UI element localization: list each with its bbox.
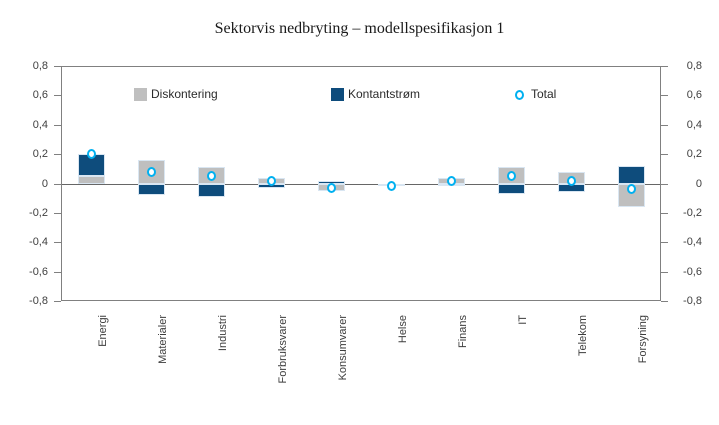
x-category-label: Materialer	[157, 315, 169, 364]
x-category-label: Forbruksvarer	[277, 315, 289, 384]
bar-kontantstrm	[617, 165, 645, 184]
y-tick-label-left: 0,4	[32, 118, 48, 131]
plot-area: Diskontering Kontantstrøm Total	[61, 66, 661, 301]
total-marker	[266, 175, 276, 186]
y-tick-label-right: 0,4	[686, 118, 702, 131]
legend-total-circle-icon	[515, 90, 524, 100]
y-tick-label-left: -0,8	[29, 295, 48, 307]
x-category-label: Industri	[217, 315, 229, 352]
y-tick-mark-left	[54, 95, 61, 97]
total-marker	[506, 171, 516, 182]
legend-swatch-kontantstrm	[331, 88, 344, 101]
total-marker	[446, 175, 456, 186]
y-tick-mark-right	[661, 183, 668, 185]
total-marker	[206, 171, 216, 182]
legend-label: Kontantstrøm	[348, 87, 421, 101]
y-tick-label-left: 0	[41, 177, 48, 190]
y-tick-mark-right	[661, 301, 668, 302]
y-tick-mark-right	[661, 124, 668, 126]
y-tick-label-right: -0,4	[683, 236, 702, 249]
total-marker	[146, 166, 156, 177]
y-tick-label-left: 0,8	[32, 60, 48, 72]
y-tick-label-right: -0,2	[683, 206, 702, 219]
x-category-label: Energi	[97, 315, 109, 347]
y-tick-label-right: 0,6	[686, 89, 702, 102]
y-tick-mark-left	[54, 301, 61, 302]
y-tick-label-left: 0,2	[32, 148, 48, 161]
y-tick-label-left: -0,4	[29, 236, 48, 249]
y-tick-mark-left	[54, 242, 61, 244]
x-category-label: Helse	[397, 315, 409, 344]
total-marker	[86, 149, 96, 160]
y-tick-mark-right	[661, 95, 668, 97]
legend-swatch-diskontering	[134, 88, 147, 101]
x-category-label: IT	[517, 315, 529, 325]
y-tick-mark-right	[661, 242, 668, 244]
bar-kontantstrm	[197, 183, 225, 197]
y-tick-label-right: -0,6	[683, 265, 702, 278]
bar-kontantstrm	[137, 183, 165, 196]
y-tick-mark-right	[661, 271, 668, 273]
x-category-label: Forsyning	[637, 315, 649, 364]
y-tick-label-right: -0,8	[683, 295, 702, 307]
y-tick-mark-right	[661, 66, 668, 67]
total-marker	[566, 175, 576, 186]
zero-line	[62, 183, 660, 185]
bar-diskontering	[617, 183, 645, 207]
legend-label: Total	[531, 87, 557, 101]
total-marker	[626, 184, 636, 195]
y-tick-mark-left	[54, 66, 61, 67]
y-tick-mark-left	[54, 154, 61, 156]
chart-title: Sektorvis nedbryting – modellspesifikasj…	[214, 20, 505, 37]
total-marker	[326, 182, 336, 193]
x-category-label: Finans	[457, 315, 469, 349]
y-tick-mark-left	[54, 271, 61, 273]
x-category-label: Telekom	[577, 315, 589, 356]
y-tick-mark-left	[54, 212, 61, 214]
y-tick-label-right: 0	[695, 177, 702, 190]
total-marker	[386, 181, 396, 192]
y-tick-label-left: 0,6	[32, 89, 48, 102]
y-tick-mark-right	[661, 212, 668, 214]
y-tick-label-left: -0,2	[29, 206, 48, 219]
legend-label: Diskontering	[151, 87, 218, 101]
bar-kontantstrm	[497, 183, 525, 194]
y-tick-label-right: 0,8	[686, 60, 702, 72]
y-tick-mark-left	[54, 183, 61, 185]
y-tick-label-right: 0,2	[686, 148, 702, 161]
y-tick-label-left: -0,6	[29, 265, 48, 278]
y-tick-mark-left	[54, 124, 61, 126]
bar-diskontering	[77, 176, 105, 184]
y-tick-mark-right	[661, 154, 668, 156]
x-category-label: Konsumvarer	[337, 315, 349, 381]
